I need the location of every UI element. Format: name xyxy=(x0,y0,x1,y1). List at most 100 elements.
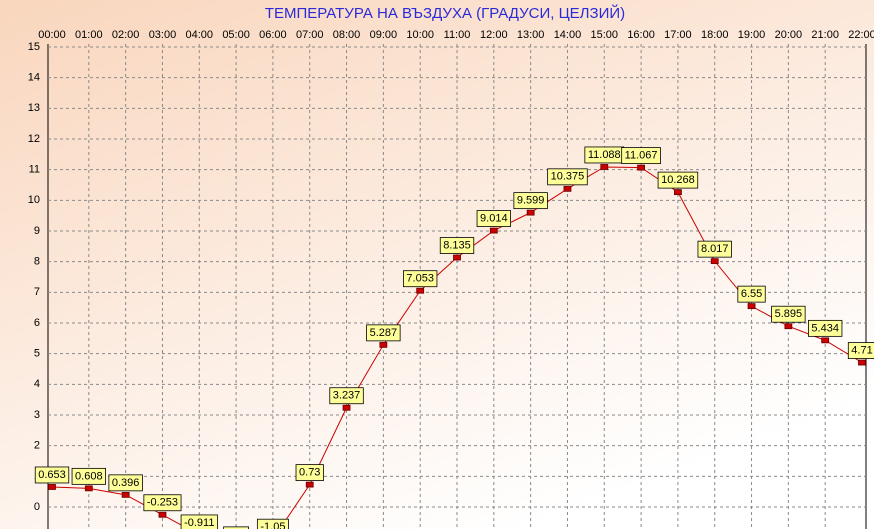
data-label: 3.237 xyxy=(333,390,361,402)
data-label-box xyxy=(143,494,182,512)
x-tick-label: 21:00 xyxy=(811,29,839,41)
x-tick-label: 16:00 xyxy=(627,29,655,41)
y-tick-label: 5 xyxy=(34,348,40,360)
data-label: -0.253 xyxy=(147,497,178,509)
x-tick-label: 08:00 xyxy=(333,29,361,41)
x-tick-label: 06:00 xyxy=(259,29,287,41)
x-tick-label: 12:00 xyxy=(480,29,508,41)
data-label-box xyxy=(513,192,548,210)
data-label-box xyxy=(71,467,106,485)
data-point xyxy=(489,227,498,234)
y-tick-label: 14 xyxy=(28,72,40,84)
data-label-box xyxy=(847,342,874,359)
x-tick-label: 15:00 xyxy=(591,29,619,41)
data-point xyxy=(674,189,682,196)
data-label-box xyxy=(697,240,732,258)
data-point xyxy=(416,287,425,294)
x-tick-label: 20:00 xyxy=(775,29,803,41)
data-label-box xyxy=(808,319,843,337)
data-label: 8.017 xyxy=(701,243,729,255)
x-tick-label: 11:00 xyxy=(444,29,471,41)
data-point xyxy=(121,491,130,498)
y-tick-label: 10 xyxy=(28,194,40,206)
data-label-box xyxy=(329,387,364,405)
data-point xyxy=(342,404,351,411)
x-tick-label: 02:00 xyxy=(112,29,140,41)
data-label: 11.088 xyxy=(588,149,621,161)
data-point xyxy=(747,303,756,310)
y-tick-label: 0 xyxy=(34,501,40,513)
data-point xyxy=(637,164,645,171)
data-label: 0.73 xyxy=(299,467,320,479)
x-tick-label: 17:00 xyxy=(664,29,692,41)
x-tick-label: 00:00 xyxy=(38,29,66,41)
data-label: 6.55 xyxy=(741,288,762,300)
data-label-box xyxy=(108,474,143,492)
data-label-box xyxy=(476,210,511,227)
data-point xyxy=(563,185,572,192)
data-label: 0.653 xyxy=(38,469,66,481)
data-label-box xyxy=(256,518,289,529)
data-label: 0.396 xyxy=(112,477,140,489)
x-tick-label: 19:00 xyxy=(738,29,766,41)
x-tick-label: 09:00 xyxy=(370,29,398,41)
data-label: 9.599 xyxy=(517,195,545,207)
data-label: -1.05 xyxy=(260,521,285,529)
data-point xyxy=(526,209,535,216)
chart-title: ТЕМПЕРАТУРА НА ВЪЗДУХА (ГРАДУСИ, ЦЕЛЗИЙ) xyxy=(265,4,625,22)
y-tick-label: 2 xyxy=(34,440,40,452)
data-label-box xyxy=(366,324,401,342)
data-label-box xyxy=(403,270,438,288)
x-tick-label: 03:00 xyxy=(149,29,177,41)
data-point xyxy=(84,485,93,492)
data-point xyxy=(453,254,461,261)
x-tick-label: 18:00 xyxy=(701,29,729,41)
y-tick-label: 15 xyxy=(28,41,40,53)
data-label-box xyxy=(439,237,475,254)
data-label: 11.067 xyxy=(625,150,658,162)
data-label: 10.375 xyxy=(551,171,585,183)
x-tick-label: 22:00 xyxy=(848,29,874,41)
y-tick-label: 4 xyxy=(34,378,40,390)
y-tick-label: 9 xyxy=(34,225,40,237)
data-label: 10.268 xyxy=(661,174,695,186)
data-label-box xyxy=(295,464,324,482)
data-label-box xyxy=(547,168,588,186)
data-label: 0.608 xyxy=(75,470,103,482)
data-label-box xyxy=(737,285,766,303)
y-tick-label: 3 xyxy=(34,409,40,421)
y-tick-label: 8 xyxy=(34,256,40,268)
data-point xyxy=(379,341,388,348)
data-label: -0.911 xyxy=(184,517,214,529)
data-point xyxy=(158,511,167,518)
data-label: 7.053 xyxy=(406,273,434,285)
x-tick-label: 04:00 xyxy=(186,29,214,41)
data-label-box xyxy=(771,305,806,323)
data-label-box xyxy=(621,147,661,165)
y-tick-label: 13 xyxy=(28,102,40,114)
data-point xyxy=(48,484,56,490)
data-label: 4.71 xyxy=(851,344,872,356)
x-tick-label: 13:00 xyxy=(517,29,545,41)
x-tick-label: 14:00 xyxy=(554,29,582,41)
data-label-box xyxy=(34,466,70,484)
data-label: 9.014 xyxy=(480,212,508,224)
y-tick-label: 12 xyxy=(28,133,40,145)
x-tick-label: 07:00 xyxy=(296,29,324,41)
data-point xyxy=(600,164,609,170)
data-label-box xyxy=(657,171,699,189)
data-label: 5.434 xyxy=(811,322,839,334)
data-label: 8.135 xyxy=(443,239,471,251)
data-label: 5.895 xyxy=(775,308,803,320)
data-point xyxy=(821,337,830,344)
data-label-box xyxy=(223,526,249,529)
data-point xyxy=(858,359,866,366)
y-tick-label: 6 xyxy=(34,317,40,329)
data-point xyxy=(784,323,793,330)
data-label: 5.287 xyxy=(370,327,398,339)
data-point xyxy=(305,481,314,488)
data-label-box xyxy=(180,514,218,529)
y-tick-label: 7 xyxy=(34,286,40,298)
